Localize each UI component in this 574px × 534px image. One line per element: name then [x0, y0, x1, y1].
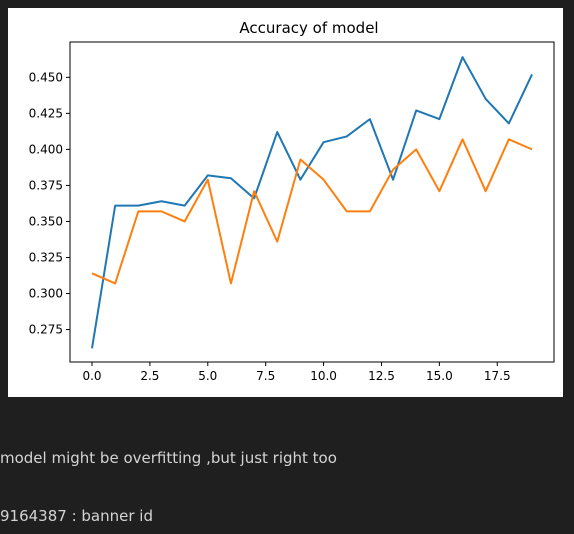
- output-note-banner-id: 9164387 : banner id: [0, 507, 153, 525]
- y-tick-label: 0.450: [29, 70, 63, 84]
- x-axis: 0.0 2.5 5.0 7.5 10.0 12.5 15.0 17.5: [82, 362, 511, 383]
- x-tick-label: 17.5: [484, 369, 511, 383]
- series-line-1: [91, 56, 533, 349]
- x-tick-label: 10.0: [310, 369, 337, 383]
- series-line-2: [91, 138, 533, 285]
- y-tick-label: 0.350: [29, 214, 63, 228]
- x-tick-label: 2.5: [140, 369, 159, 383]
- x-tick-label: 0.0: [82, 369, 101, 383]
- chart-marks: [91, 56, 533, 349]
- y-tick-label: 0.375: [29, 178, 63, 192]
- output-note-overfitting: model might be overfitting ,but just rig…: [0, 449, 337, 467]
- x-tick-label: 15.0: [426, 369, 453, 383]
- chart-title: Accuracy of model: [239, 19, 378, 37]
- chart-figure: Accuracy of model 0.0 2.5 5.0 7.5 10.0 12.5 15…: [8, 8, 563, 397]
- accuracy-line-chart: Accuracy of model 0.0 2.5 5.0 7.5 10.0 12.5 15…: [29, 19, 555, 383]
- x-tick-label: 12.5: [368, 369, 395, 383]
- y-tick-label: 0.400: [29, 142, 63, 156]
- y-axis: 0.275 0.300 0.325 0.350 0.375 0.400 0.425 0.450: [29, 70, 70, 337]
- x-tick-label: 7.5: [256, 369, 275, 383]
- x-tick-label: 5.0: [198, 369, 217, 383]
- y-tick-label: 0.425: [29, 106, 63, 120]
- y-tick-label: 0.275: [29, 323, 63, 337]
- y-tick-label: 0.300: [29, 287, 63, 301]
- plot-frame: [69, 41, 555, 363]
- y-tick-label: 0.325: [29, 250, 63, 264]
